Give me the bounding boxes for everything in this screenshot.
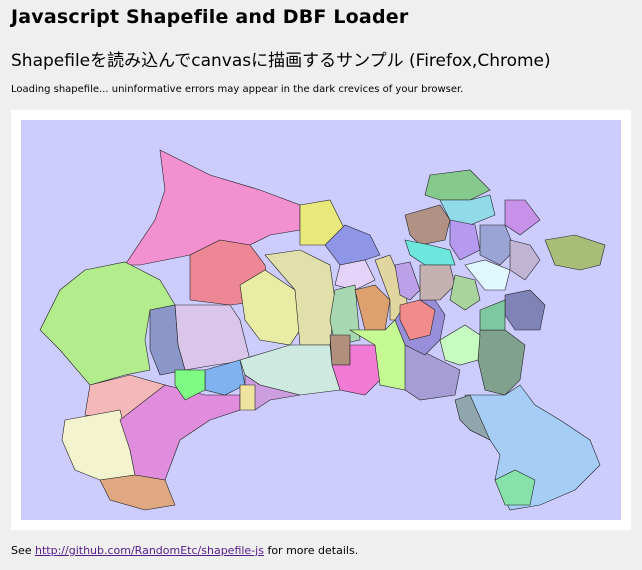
map-region (504, 199, 541, 236)
footer-prefix: See (11, 544, 36, 557)
map-region (464, 259, 511, 291)
map-region (404, 239, 456, 266)
map-region (454, 394, 491, 441)
map-region (509, 239, 541, 281)
page-subtitle: Shapefileを読み込んでcanvasに描画するサンプル (Firefox,… (11, 51, 551, 71)
map-region (404, 204, 451, 246)
map-region (354, 284, 391, 331)
map-region (99, 474, 176, 511)
map-region (404, 344, 461, 401)
footer-note: See http://github.com/RandomEtc/shapefil… (11, 544, 358, 557)
map-region (39, 261, 176, 386)
page-title: Javascript Shapefile and DBF Loader (11, 6, 409, 28)
map-region (504, 289, 546, 331)
map-region (419, 264, 456, 301)
map-region (544, 234, 606, 271)
map-region (239, 384, 256, 411)
map-region (449, 274, 481, 311)
github-link[interactable]: http://github.com/RandomEtc/shapefile-js (35, 544, 264, 557)
loading-status: Loading shapefile... uninformative error… (11, 84, 464, 95)
map-region (334, 259, 376, 291)
map-region (479, 224, 516, 266)
map-region (439, 324, 481, 366)
map-region (479, 299, 506, 331)
map-canvas (21, 120, 621, 520)
map-region (424, 169, 491, 201)
map-region (494, 469, 536, 506)
map-region (239, 269, 301, 346)
footer-suffix: for more details. (263, 544, 359, 557)
map-region (394, 261, 421, 301)
map-frame (11, 110, 631, 530)
map-region (329, 334, 351, 366)
shapefile-map (39, 149, 606, 511)
map-region (477, 329, 526, 396)
map-region (174, 369, 206, 401)
map-region (449, 219, 481, 261)
